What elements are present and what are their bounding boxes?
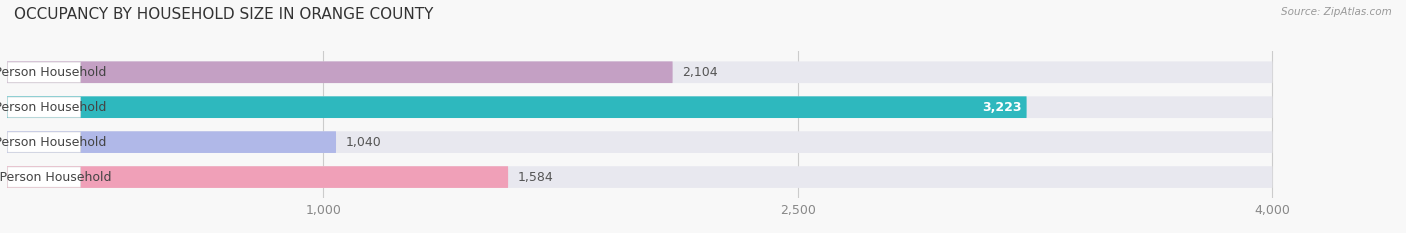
FancyBboxPatch shape: [7, 61, 1272, 83]
FancyBboxPatch shape: [7, 61, 672, 83]
FancyBboxPatch shape: [7, 96, 1026, 118]
FancyBboxPatch shape: [7, 131, 336, 153]
FancyBboxPatch shape: [7, 166, 1272, 188]
Text: 2-Person Household: 2-Person Household: [0, 101, 107, 114]
Text: 1-Person Household: 1-Person Household: [0, 66, 107, 79]
Text: 1,584: 1,584: [517, 171, 554, 184]
FancyBboxPatch shape: [7, 96, 1272, 118]
Text: OCCUPANCY BY HOUSEHOLD SIZE IN ORANGE COUNTY: OCCUPANCY BY HOUSEHOLD SIZE IN ORANGE CO…: [14, 7, 433, 22]
Text: 3,223: 3,223: [983, 101, 1022, 114]
Text: 4+ Person Household: 4+ Person Household: [0, 171, 111, 184]
FancyBboxPatch shape: [7, 131, 1272, 153]
FancyBboxPatch shape: [7, 166, 508, 188]
FancyBboxPatch shape: [7, 167, 80, 187]
Text: 3-Person Household: 3-Person Household: [0, 136, 107, 149]
FancyBboxPatch shape: [7, 97, 80, 117]
Text: 1,040: 1,040: [346, 136, 381, 149]
Text: Source: ZipAtlas.com: Source: ZipAtlas.com: [1281, 7, 1392, 17]
FancyBboxPatch shape: [7, 62, 80, 82]
Text: 2,104: 2,104: [682, 66, 717, 79]
FancyBboxPatch shape: [7, 132, 80, 152]
